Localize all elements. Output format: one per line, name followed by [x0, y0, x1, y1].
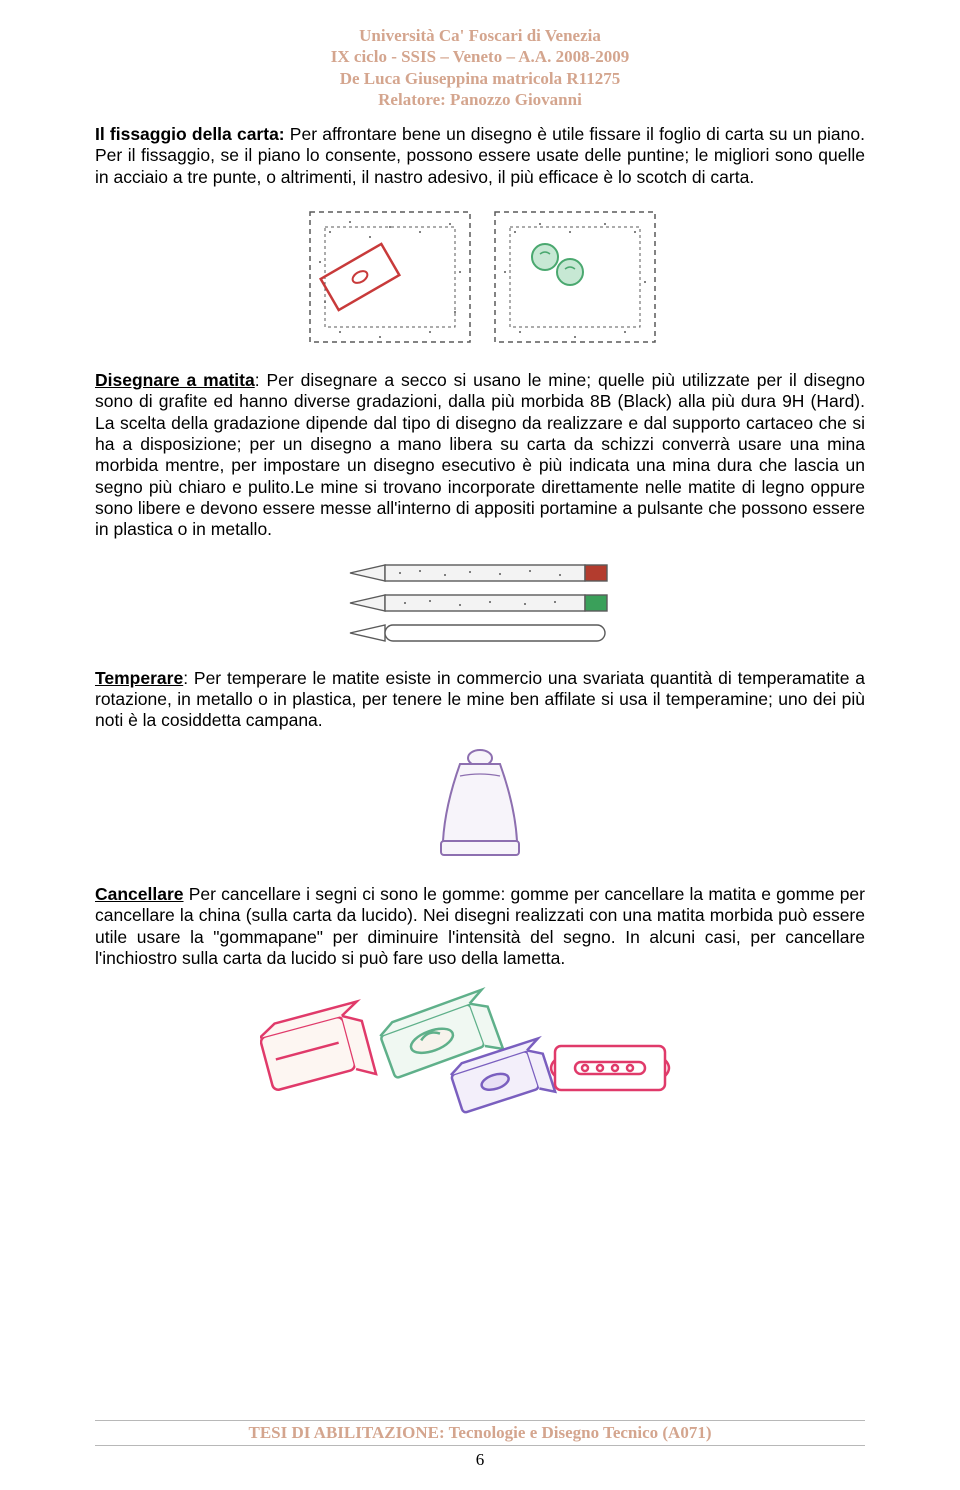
- header-line-1: Università Ca' Foscari di Venezia: [95, 25, 865, 46]
- figure-erasers-icon: [260, 983, 700, 1128]
- figure-fissaggio-icon: [300, 202, 660, 352]
- section-cancellare-body: Per cancellare i segni ci sono le gomme:…: [95, 884, 865, 968]
- page-header: Università Ca' Foscari di Venezia IX cic…: [95, 25, 865, 110]
- section-cancellare-title: Cancellare: [95, 884, 184, 904]
- section-matita-body: : Per disegnare a secco si usano le mine…: [95, 370, 865, 539]
- section-fissaggio-title: Il fissaggio della carta:: [95, 124, 285, 144]
- figure-campana-icon: [425, 746, 535, 866]
- header-line-2: IX ciclo - SSIS – Veneto – A.A. 2008-200…: [95, 46, 865, 67]
- section-temperare-body: : Per temperare le matite esiste in comm…: [95, 668, 865, 731]
- section-fissaggio: Il fissaggio della carta: Per affrontare…: [95, 124, 865, 188]
- section-temperare-title: Temperare: [95, 668, 183, 688]
- section-temperare: Temperare: Per temperare le matite esist…: [95, 668, 865, 732]
- page-number: 6: [0, 1450, 960, 1470]
- section-matita-title: Disegnare a matita: [95, 370, 255, 390]
- figure-pencils-icon: [330, 555, 630, 650]
- header-line-3: De Luca Giuseppina matricola R11275: [95, 68, 865, 89]
- footer-title: TESI DI ABILITAZIONE: Tecnologie e Diseg…: [95, 1420, 865, 1446]
- header-line-4: Relatore: Panozzo Giovanni: [95, 89, 865, 110]
- section-cancellare: Cancellare Per cancellare i segni ci son…: [95, 884, 865, 969]
- page-footer: TESI DI ABILITAZIONE: Tecnologie e Diseg…: [0, 1420, 960, 1470]
- section-matita: Disegnare a matita: Per disegnare a secc…: [95, 370, 865, 541]
